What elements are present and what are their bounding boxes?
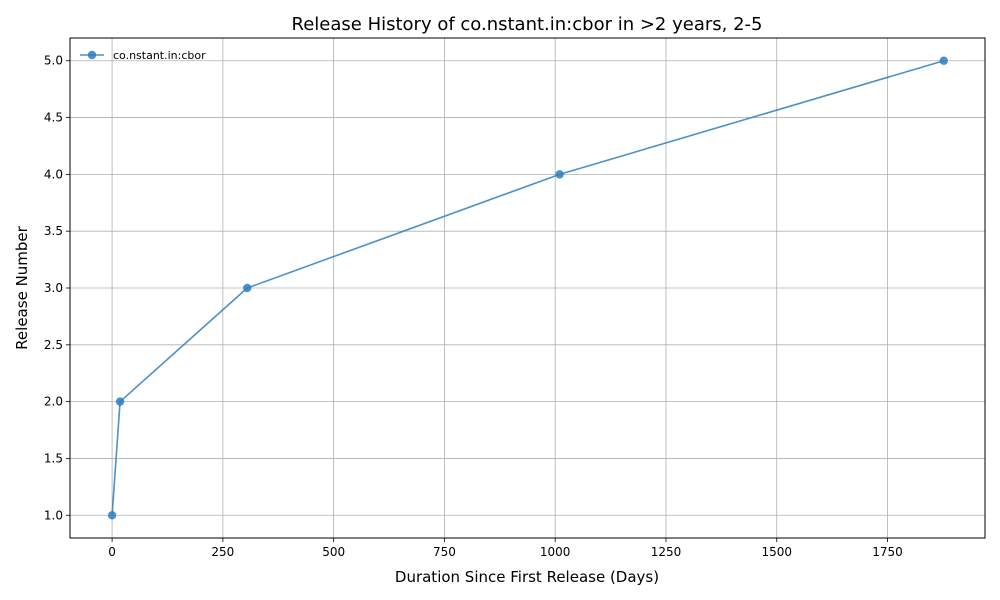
legend-marker xyxy=(87,50,97,60)
y-tick-label: 3.0 xyxy=(44,281,63,295)
x-tick-label: 250 xyxy=(211,545,234,559)
x-tick-label: 0 xyxy=(108,545,116,559)
chart-title: Release History of co.nstant.in:cbor in … xyxy=(292,14,763,35)
grid-lines xyxy=(70,38,985,538)
y-axis-ticks: 1.0 1.5 2.0 2.5 3.0 3.5 4.0 4.5 5.0 xyxy=(44,54,70,522)
data-point xyxy=(115,397,125,406)
y-tick-label: 1.0 xyxy=(44,508,63,522)
y-tick-label: 4.5 xyxy=(44,111,63,125)
data-point xyxy=(555,170,564,179)
x-axis-ticks: 0 250 500 750 1000 1250 1500 1750 xyxy=(108,538,903,559)
y-tick-label: 5.0 xyxy=(44,54,63,68)
x-axis-label: Duration Since First Release (Days) xyxy=(395,568,659,586)
y-tick-label: 3.5 xyxy=(44,224,63,238)
x-tick-label: 1750 xyxy=(872,545,903,559)
y-tick-label: 2.5 xyxy=(44,338,63,352)
legend-label: co.nstant.in:cbor xyxy=(113,49,206,62)
x-tick-label: 500 xyxy=(322,545,345,559)
y-tick-label: 4.0 xyxy=(44,167,63,181)
y-tick-label: 2.0 xyxy=(44,395,63,409)
data-point xyxy=(939,56,948,65)
y-tick-label: 1.5 xyxy=(44,451,63,465)
x-tick-label: 750 xyxy=(433,545,456,559)
x-tick-label: 1500 xyxy=(761,545,792,559)
y-axis-label: Release Number xyxy=(13,225,31,349)
x-tick-label: 1250 xyxy=(651,545,682,559)
legend: co.nstant.in:cbor xyxy=(80,49,206,62)
data-point xyxy=(107,511,117,520)
data-point xyxy=(243,283,252,293)
series-layer xyxy=(107,56,948,520)
x-tick-label: 1000 xyxy=(540,545,571,559)
